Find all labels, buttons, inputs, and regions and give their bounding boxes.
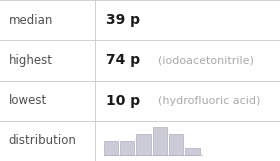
- Bar: [136, 134, 151, 155]
- Text: (hydrofluoric acid): (hydrofluoric acid): [158, 96, 261, 106]
- Text: lowest: lowest: [8, 94, 47, 107]
- Text: 39 p: 39 p: [106, 13, 140, 27]
- Bar: [185, 148, 200, 155]
- Bar: [120, 141, 134, 155]
- Text: median: median: [8, 14, 53, 27]
- Text: (iodoacetonitrile): (iodoacetonitrile): [158, 55, 254, 65]
- Text: distribution: distribution: [8, 134, 76, 147]
- Bar: [104, 141, 118, 155]
- Text: highest: highest: [8, 54, 52, 67]
- Text: 10 p: 10 p: [106, 94, 141, 108]
- Bar: [169, 134, 183, 155]
- Bar: [153, 127, 167, 155]
- Text: 74 p: 74 p: [106, 53, 141, 67]
